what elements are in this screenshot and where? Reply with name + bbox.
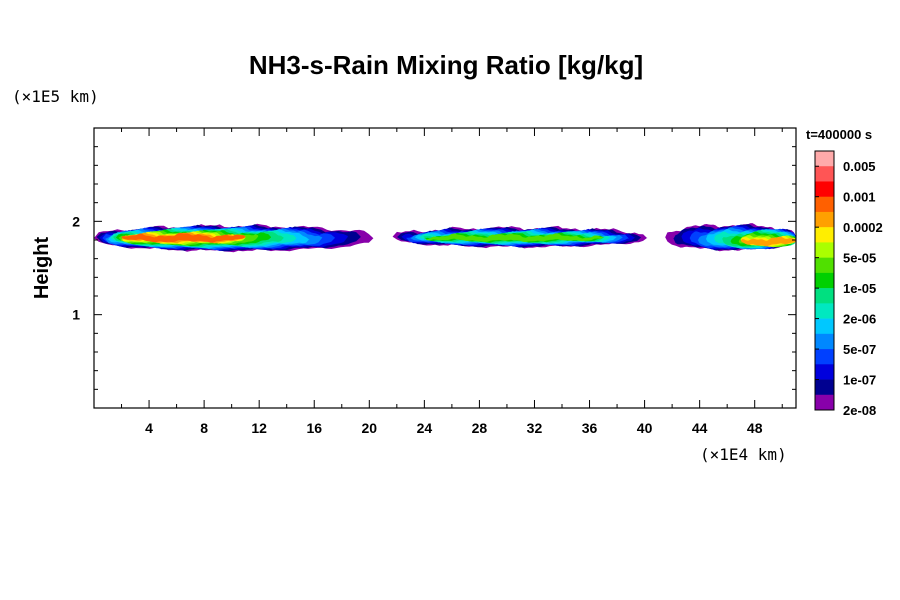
contour-level: [121, 232, 246, 243]
x-tick-label: 8: [200, 420, 208, 436]
chart-title: NH3-s-Rain Mixing Ratio [kg/kg]: [249, 50, 643, 80]
rain-band: [392, 225, 648, 249]
colorbar-swatch: [815, 242, 834, 258]
x-tick-label: 12: [251, 420, 267, 436]
colorbar-swatch: [815, 227, 834, 243]
x-unit-label: (×1E4 km): [700, 445, 787, 464]
colorbar-swatch: [815, 318, 834, 335]
colorbar-label: 1e-07: [843, 373, 876, 388]
rain-band: [665, 223, 796, 252]
time-label: t=400000 s: [806, 127, 872, 142]
y-unit-label: (×1E5 km): [12, 87, 99, 106]
colorbar-swatch: [815, 394, 834, 411]
colorbar-label: 2e-06: [843, 312, 876, 327]
y-axis-label: Height: [31, 237, 53, 300]
y-tick-label: 1: [72, 307, 80, 323]
plot-frame: [93, 127, 797, 409]
colorbar-swatch: [815, 272, 834, 289]
x-axis: 4 8 12 16 20 24 28 32 36 40 44 48: [121, 128, 783, 436]
colorbar-swatch: [815, 181, 834, 198]
colorbar-label: 0.0002: [843, 220, 883, 235]
colorbar: 0.005 0.001 0.0002 5e-05 1e-05 2e-06 5e-07 1e-0…: [814, 150, 883, 418]
colorbar-swatch: [815, 379, 834, 396]
colorbar-label: 1e-05: [843, 281, 876, 296]
x-tick-label: 44: [692, 420, 708, 436]
colorbar-swatch: [815, 211, 834, 228]
colorbar-label: 5e-07: [843, 342, 876, 357]
plot-area: [94, 223, 796, 253]
y-axis: 12: [72, 146, 796, 390]
x-tick-label: 28: [472, 420, 488, 436]
colorbar-swatch: [815, 257, 834, 274]
x-tick-label: 32: [527, 420, 543, 436]
y-tick-label: 2: [72, 213, 80, 229]
colorbar-label: 0.005: [843, 159, 876, 174]
colorbar-label: 5e-05: [843, 251, 876, 266]
colorbar-label: 0.001: [843, 190, 876, 205]
colorbar-label: 2e-08: [843, 403, 876, 418]
x-tick-label: 48: [747, 420, 763, 436]
x-tick-label: 36: [582, 420, 598, 436]
contour-level: [424, 233, 604, 243]
colorbar-swatch: [815, 303, 834, 319]
colorbar-swatch: [815, 151, 834, 167]
x-tick-label: 40: [637, 420, 653, 436]
colorbar-swatch: [815, 166, 834, 182]
mixing-ratio-field: [94, 223, 796, 253]
colorbar-swatch: [815, 288, 834, 304]
colorbar-swatch: [815, 196, 834, 213]
rain-band: [94, 223, 374, 253]
x-tick-label: 24: [417, 420, 433, 436]
colorbar-swatch: [815, 364, 834, 380]
x-tick-label: 16: [306, 420, 322, 436]
x-tick-label: 4: [145, 420, 153, 436]
colorbar-swatch: [815, 349, 834, 365]
colorbar-swatch: [815, 333, 834, 350]
colorbar-frame: [814, 150, 835, 411]
x-tick-label: 20: [362, 420, 378, 436]
contour-level: [740, 236, 796, 247]
